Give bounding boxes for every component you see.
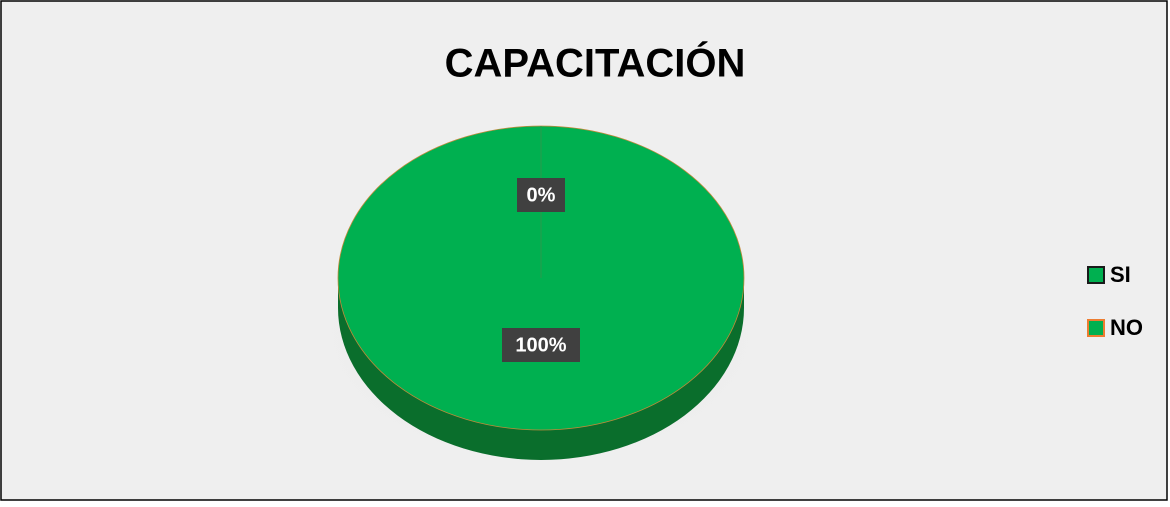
legend-label: SI [1110,262,1131,287]
data-label: 100% [515,334,566,356]
data-label-box [502,328,580,362]
legend-label: NO [1110,315,1143,340]
legend-swatch [1087,319,1105,337]
legend-swatch [1087,266,1105,284]
chart-title: CAPACITACIÓN [445,40,746,86]
data-label: 0% [527,184,556,206]
data-label-box [517,178,565,212]
